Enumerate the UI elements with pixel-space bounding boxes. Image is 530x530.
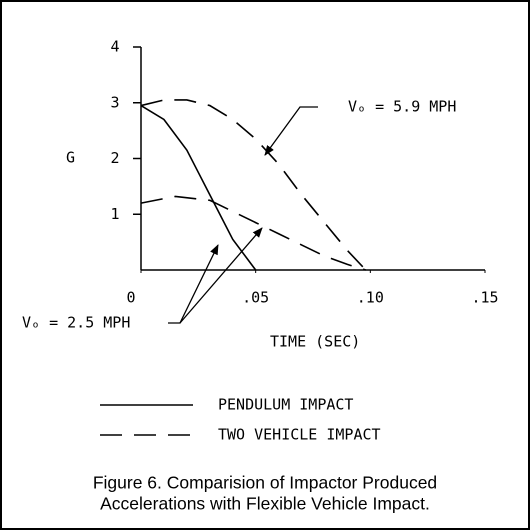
annotation: Vₒ = 2.5 MPH bbox=[22, 314, 130, 332]
series-line bbox=[140, 195, 366, 271]
x-axis-label: TIME (SEC) bbox=[270, 333, 360, 351]
legend-label: TWO VEHICLE IMPACT bbox=[218, 426, 381, 444]
y-tick-label: 3 bbox=[110, 93, 119, 111]
y-tick-label: 4 bbox=[110, 38, 119, 56]
annotation-arrow bbox=[179, 227, 263, 324]
annotation-arrow bbox=[264, 106, 318, 156]
series-line bbox=[140, 104, 257, 271]
annotation: Vₒ = 5.9 MPH bbox=[348, 98, 456, 116]
legend-label: PENDULUM IMPACT bbox=[218, 396, 353, 414]
x-tick-label: .15 bbox=[471, 289, 498, 307]
series-line bbox=[140, 99, 367, 271]
x-tick-label: .10 bbox=[357, 289, 384, 307]
caption: Figure 6. Comparision of Impactor Produc… bbox=[93, 473, 437, 493]
y-axis-label: G bbox=[66, 149, 75, 167]
y-tick-label: 2 bbox=[110, 149, 119, 167]
x-tick-label: .05 bbox=[242, 289, 269, 307]
x-tick-label: 0 bbox=[126, 289, 135, 307]
y-tick-label: 1 bbox=[110, 205, 119, 223]
caption: Accelerations with Flexible Vehicle Impa… bbox=[100, 494, 430, 514]
